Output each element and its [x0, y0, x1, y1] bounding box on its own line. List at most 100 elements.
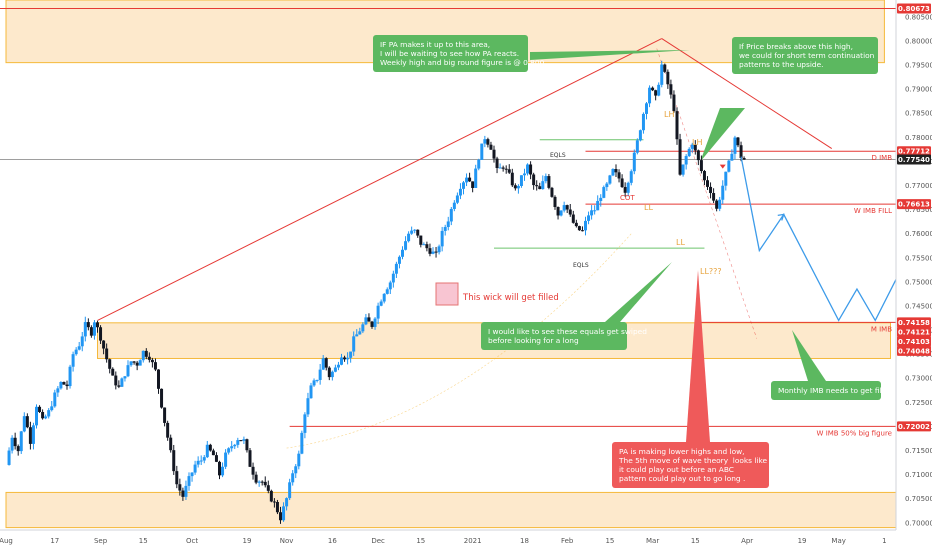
candle-body: [282, 506, 286, 521]
candle-body: [321, 358, 325, 370]
candle: [611, 168, 615, 177]
candle-body: [574, 222, 578, 227]
candle: [31, 422, 35, 450]
candle: [629, 169, 633, 186]
candle: [309, 382, 313, 399]
candle-body: [233, 444, 237, 447]
candle-body: [132, 361, 136, 363]
price-tag-box: [897, 326, 931, 337]
candle-body: [678, 139, 682, 175]
price-tick-label: 0.71000: [905, 471, 932, 479]
candle-body: [568, 209, 572, 215]
candle: [559, 210, 563, 217]
date-tick-label: 16: [328, 537, 337, 545]
candle-body: [83, 322, 87, 337]
projection-arrow-head: [777, 213, 785, 221]
candle-body: [7, 450, 11, 465]
candle-body: [523, 173, 526, 176]
candle-body: [654, 90, 658, 96]
price-tick-label: 0.73000: [905, 375, 932, 383]
candle-body: [620, 178, 624, 188]
candle-body: [157, 369, 160, 389]
candle: [221, 462, 225, 478]
candle: [123, 376, 127, 382]
candle-body: [596, 200, 600, 211]
candle-body: [437, 246, 441, 253]
candle-body: [702, 171, 706, 181]
note-equals: I would like to see these equals get swi…: [481, 322, 647, 350]
candle-body: [532, 174, 536, 186]
date-tick-label: 17: [50, 537, 59, 545]
candle-body: [150, 359, 154, 363]
candle: [47, 408, 51, 419]
candle: [437, 244, 441, 255]
date-tick-label: 2021: [464, 537, 482, 545]
candle-body: [446, 221, 450, 228]
candle: [434, 246, 438, 258]
candle: [190, 472, 194, 482]
label-lh-2: LH: [692, 138, 702, 147]
candle: [699, 155, 703, 174]
price-tick-label: 0.70500: [905, 495, 932, 503]
price-tick-label: 0.77000: [905, 182, 932, 190]
candle-body: [211, 450, 215, 456]
candle: [269, 489, 273, 503]
candle-body: [358, 331, 362, 335]
candle-body: [41, 411, 45, 419]
supply-demand-zone: [5, 491, 897, 529]
candle-body: [306, 398, 310, 415]
candle-body: [35, 406, 38, 426]
candle: [300, 430, 304, 455]
candle-body: [410, 230, 414, 234]
candle-body: [257, 481, 261, 483]
candle-body: [696, 150, 700, 161]
note-monthly-imb: Monthly IMB needs to get filled: [771, 381, 893, 400]
candle: [483, 135, 487, 148]
price-tag-box: [897, 146, 931, 157]
note-pointer: [700, 108, 745, 162]
candle-body: [510, 172, 514, 186]
candle-body: [416, 229, 420, 236]
candle-body: [626, 182, 630, 193]
candle: [62, 381, 66, 385]
label-lh-1: LH: [664, 110, 674, 119]
candle: [702, 169, 706, 186]
candle: [666, 69, 670, 89]
candle: [205, 440, 209, 459]
candle: [92, 320, 96, 340]
candle-body: [373, 318, 377, 327]
candle-body: [513, 185, 517, 189]
candle-body: [123, 376, 127, 379]
candle-body: [230, 446, 234, 449]
candle-body: [605, 183, 609, 188]
candle-body: [153, 362, 157, 370]
candle: [535, 180, 539, 191]
price-tag-label: 0.80673: [898, 5, 930, 13]
candle-body: [129, 361, 133, 366]
candle-body: [608, 175, 612, 184]
candle-body: [111, 368, 115, 376]
candle-body: [376, 305, 380, 319]
candle-body: [202, 457, 206, 461]
candle: [327, 366, 331, 381]
candle: [22, 412, 26, 433]
candle: [99, 325, 103, 344]
candle: [693, 140, 697, 155]
candle: [157, 369, 160, 394]
candle-body: [92, 322, 96, 336]
candle-body: [330, 371, 334, 378]
candle: [544, 173, 548, 184]
candle: [364, 313, 368, 326]
candle-body: [550, 187, 554, 197]
candle: [602, 185, 606, 199]
candle: [211, 448, 215, 456]
label-ll-1: LL: [644, 203, 653, 212]
candle: [596, 195, 600, 211]
candle-body: [413, 229, 417, 231]
candle: [129, 361, 133, 367]
candle: [660, 60, 664, 88]
candle: [114, 371, 118, 390]
note-pointer: [686, 270, 710, 442]
candle-body: [251, 466, 255, 475]
